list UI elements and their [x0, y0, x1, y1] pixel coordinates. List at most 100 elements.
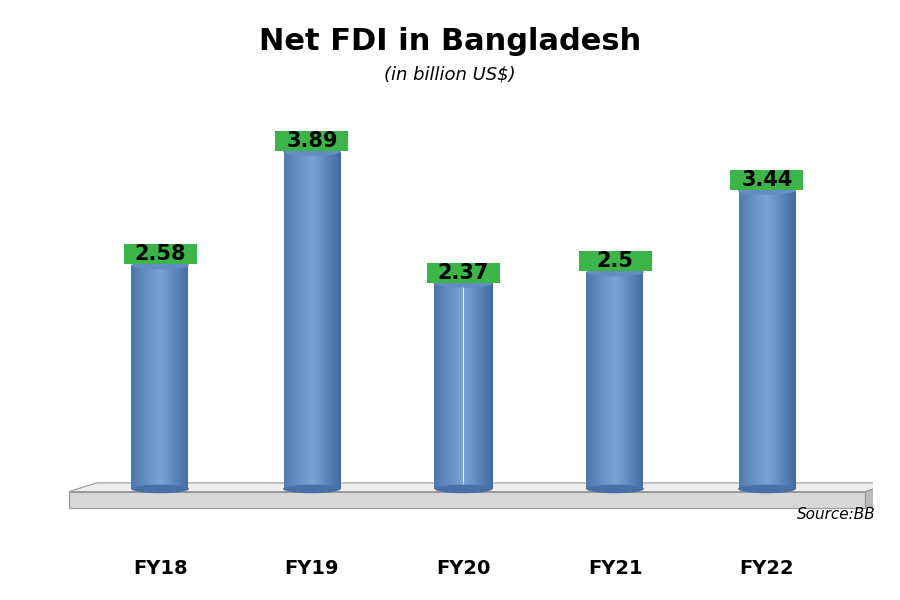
- Polygon shape: [294, 152, 295, 489]
- Polygon shape: [438, 283, 439, 489]
- Polygon shape: [785, 191, 786, 489]
- Text: Source:BB: Source:BB: [797, 507, 876, 522]
- Polygon shape: [158, 265, 159, 489]
- Polygon shape: [634, 272, 635, 489]
- Polygon shape: [478, 283, 479, 489]
- Polygon shape: [607, 272, 608, 489]
- Polygon shape: [770, 191, 771, 489]
- Polygon shape: [462, 283, 463, 489]
- Polygon shape: [325, 152, 326, 489]
- Polygon shape: [185, 265, 186, 489]
- Polygon shape: [307, 152, 308, 489]
- Polygon shape: [166, 265, 167, 489]
- Polygon shape: [482, 283, 483, 489]
- Polygon shape: [777, 191, 778, 489]
- Polygon shape: [762, 191, 763, 489]
- Polygon shape: [141, 265, 142, 489]
- Polygon shape: [154, 265, 156, 489]
- Polygon shape: [437, 283, 438, 489]
- Polygon shape: [182, 265, 183, 489]
- Polygon shape: [788, 191, 789, 489]
- FancyBboxPatch shape: [275, 131, 348, 151]
- Polygon shape: [739, 191, 740, 489]
- Polygon shape: [590, 272, 591, 489]
- Polygon shape: [159, 265, 160, 489]
- Polygon shape: [601, 272, 602, 489]
- Polygon shape: [740, 191, 741, 489]
- Polygon shape: [471, 283, 472, 489]
- Polygon shape: [764, 191, 765, 489]
- Polygon shape: [152, 265, 153, 489]
- Polygon shape: [160, 265, 161, 489]
- Polygon shape: [479, 283, 480, 489]
- Text: 3.89: 3.89: [286, 131, 338, 151]
- Polygon shape: [465, 283, 466, 489]
- Polygon shape: [163, 265, 164, 489]
- Polygon shape: [751, 191, 752, 489]
- Polygon shape: [761, 191, 762, 489]
- FancyBboxPatch shape: [124, 244, 196, 265]
- Polygon shape: [175, 265, 176, 489]
- Polygon shape: [153, 265, 154, 489]
- Polygon shape: [321, 152, 322, 489]
- Polygon shape: [631, 272, 632, 489]
- Polygon shape: [611, 272, 612, 489]
- Polygon shape: [635, 272, 636, 489]
- Polygon shape: [620, 272, 621, 489]
- Polygon shape: [464, 283, 465, 489]
- Polygon shape: [480, 283, 482, 489]
- Polygon shape: [283, 152, 284, 489]
- Ellipse shape: [586, 268, 644, 277]
- Polygon shape: [333, 152, 334, 489]
- Polygon shape: [332, 152, 333, 489]
- Polygon shape: [629, 272, 630, 489]
- Polygon shape: [768, 191, 769, 489]
- Polygon shape: [487, 283, 488, 489]
- Polygon shape: [285, 152, 286, 489]
- Polygon shape: [443, 283, 444, 489]
- Polygon shape: [296, 152, 297, 489]
- Polygon shape: [765, 191, 766, 489]
- Polygon shape: [164, 265, 165, 489]
- Polygon shape: [309, 152, 310, 489]
- Polygon shape: [186, 265, 187, 489]
- Polygon shape: [130, 265, 131, 489]
- Ellipse shape: [435, 279, 492, 287]
- Text: 2.5: 2.5: [597, 251, 634, 271]
- Polygon shape: [293, 152, 294, 489]
- Polygon shape: [297, 152, 298, 489]
- Polygon shape: [475, 283, 476, 489]
- Polygon shape: [766, 191, 767, 489]
- Polygon shape: [461, 283, 462, 489]
- Polygon shape: [614, 272, 616, 489]
- Polygon shape: [138, 265, 139, 489]
- Polygon shape: [600, 272, 601, 489]
- Polygon shape: [292, 152, 293, 489]
- Polygon shape: [436, 283, 437, 489]
- Text: (in billion US$): (in billion US$): [384, 66, 516, 84]
- Polygon shape: [485, 283, 486, 489]
- Polygon shape: [457, 283, 459, 489]
- Polygon shape: [628, 272, 629, 489]
- Polygon shape: [137, 265, 138, 489]
- Polygon shape: [320, 152, 321, 489]
- Polygon shape: [771, 191, 773, 489]
- Polygon shape: [589, 272, 590, 489]
- Polygon shape: [145, 265, 146, 489]
- Polygon shape: [161, 265, 162, 489]
- Polygon shape: [303, 152, 304, 489]
- Polygon shape: [329, 152, 330, 489]
- Polygon shape: [780, 191, 781, 489]
- Polygon shape: [609, 272, 610, 489]
- Polygon shape: [754, 191, 755, 489]
- Polygon shape: [453, 283, 454, 489]
- Polygon shape: [639, 272, 640, 489]
- Polygon shape: [598, 272, 599, 489]
- Polygon shape: [773, 191, 774, 489]
- Polygon shape: [135, 265, 136, 489]
- Polygon shape: [284, 152, 285, 489]
- Polygon shape: [151, 265, 152, 489]
- Polygon shape: [741, 191, 742, 489]
- Polygon shape: [287, 152, 288, 489]
- Polygon shape: [440, 283, 441, 489]
